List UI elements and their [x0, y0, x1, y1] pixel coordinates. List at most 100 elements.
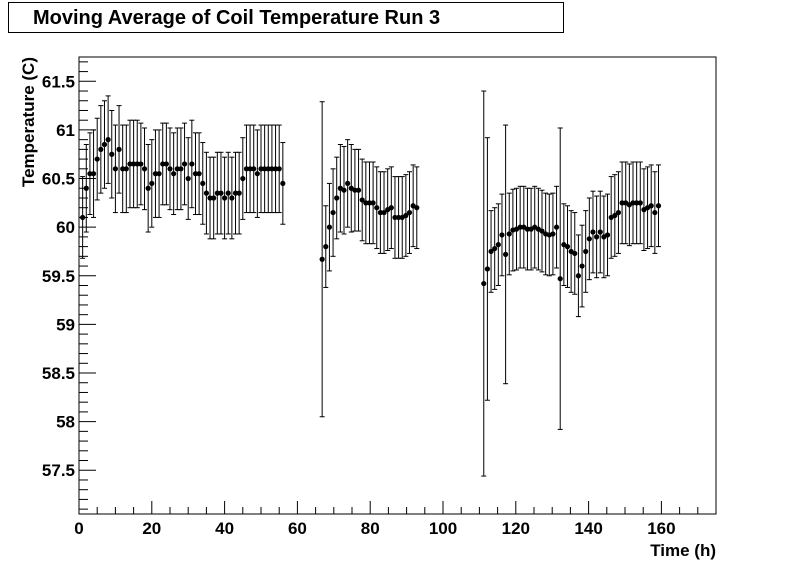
- data-point: [251, 166, 257, 172]
- x-tick-label: 80: [361, 519, 380, 538]
- chart-title: Moving Average of Coil Temperature Run 3: [33, 7, 441, 29]
- y-tick-label: 60: [56, 218, 75, 237]
- data-point: [334, 195, 340, 201]
- data-point: [481, 280, 487, 287]
- data-point: [392, 214, 398, 221]
- data-point: [359, 197, 365, 203]
- data-point: [171, 171, 177, 177]
- x-tick-label: 100: [429, 519, 457, 538]
- data-point: [116, 146, 122, 152]
- y-tick-label: 57.5: [42, 461, 75, 480]
- data-point: [192, 171, 199, 177]
- data-point: [492, 245, 498, 252]
- data-point: [330, 209, 336, 216]
- data-point: [189, 161, 195, 167]
- data-point: [120, 166, 126, 172]
- data-point: [222, 195, 228, 201]
- data-point: [167, 166, 173, 172]
- data-point: [637, 200, 643, 206]
- chart-title-box: Moving Average of Coil Temperature Run 3: [8, 2, 564, 33]
- data-point: [138, 161, 144, 167]
- data-point: [152, 171, 159, 177]
- data-point: [634, 200, 640, 206]
- data-point: [539, 228, 545, 234]
- data-point: [207, 195, 213, 201]
- data-point: [326, 224, 333, 230]
- plot-frame: [78, 56, 717, 515]
- y-tick-label: 61: [56, 121, 75, 140]
- data-point: [200, 180, 206, 187]
- data-point: [240, 175, 246, 182]
- data-point: [579, 263, 585, 269]
- data-point: [484, 266, 491, 272]
- data-point: [553, 224, 560, 230]
- data-point: [612, 212, 618, 219]
- data-point: [254, 171, 260, 177]
- axis-ticks: [78, 61, 717, 514]
- data-point: [395, 214, 402, 221]
- data-point: [243, 166, 250, 172]
- data-point: [112, 166, 118, 172]
- data-point: [225, 190, 231, 196]
- data-point: [87, 171, 93, 177]
- data-point: [586, 236, 592, 242]
- data-point: [590, 229, 596, 235]
- data-point: [280, 180, 286, 187]
- y-tick-label: 58: [56, 413, 75, 432]
- data-point: [345, 180, 351, 187]
- data-point: [134, 161, 140, 167]
- data-point: [276, 166, 282, 172]
- data-point: [550, 231, 556, 237]
- data-point: [575, 273, 582, 279]
- data-point: [272, 166, 279, 172]
- data-point: [98, 146, 104, 152]
- x-tick-labels: 0 20 40 60 80 100 120 140 160: [74, 519, 675, 538]
- data-point: [101, 141, 108, 148]
- data-point: [160, 161, 166, 167]
- data-point: [178, 166, 184, 172]
- data-point: [388, 205, 394, 211]
- data-point: [145, 185, 151, 191]
- data-point: [572, 250, 578, 257]
- data-point: [174, 166, 180, 172]
- data-point: [131, 161, 137, 167]
- data-point: [557, 276, 563, 282]
- data-point: [655, 203, 662, 209]
- x-tick-label: 20: [142, 519, 161, 538]
- x-tick-label: 160: [647, 519, 675, 538]
- data-point: [652, 209, 658, 216]
- data-point: [517, 224, 523, 230]
- data-point: [247, 166, 253, 172]
- data-point: [524, 226, 531, 232]
- data-point: [232, 190, 239, 196]
- data-point: [185, 175, 191, 182]
- data-point: [564, 244, 571, 250]
- data-point: [196, 171, 202, 177]
- data-point: [506, 231, 512, 237]
- y-axis-title: Temperature (C): [19, 57, 38, 187]
- data-point: [377, 209, 383, 216]
- data-point: [323, 244, 329, 250]
- data-point: [265, 166, 271, 172]
- data-point: [229, 195, 235, 201]
- data-point: [94, 156, 100, 162]
- data-point: [105, 137, 111, 143]
- data-points: [80, 137, 662, 287]
- data-point: [236, 190, 242, 196]
- data-point: [127, 161, 133, 167]
- data-point: [203, 190, 209, 196]
- data-point: [149, 180, 155, 187]
- data-point: [90, 171, 97, 177]
- y-tick-label: 61.5: [42, 72, 75, 91]
- data-point: [374, 205, 380, 211]
- x-tick-label: 140: [574, 519, 602, 538]
- data-point: [615, 209, 622, 216]
- data-point: [363, 200, 369, 206]
- x-axis-title: Time (h): [650, 541, 716, 560]
- y-tick-label: 58.5: [42, 364, 75, 383]
- data-point: [352, 187, 358, 193]
- data-point: [414, 205, 420, 211]
- data-point: [218, 190, 224, 196]
- data-point: [156, 171, 162, 177]
